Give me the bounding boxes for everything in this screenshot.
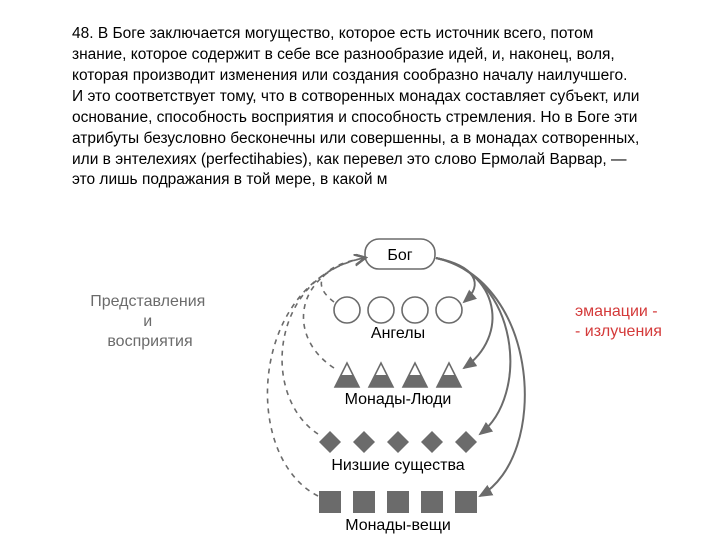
god-label: Бог [387,247,412,264]
lower-beings-row [319,431,477,453]
monad-things-row [319,491,477,513]
body-paragraph: 48. В Боге заключается могущество, котор… [72,24,642,191]
monads-people-row [335,363,461,387]
monad-things-label: Монады-вещи [345,517,451,534]
page: 48. В Боге заключается могущество, котор… [0,0,720,540]
monad-diagram: Бог Ангелы [80,236,640,532]
left-label: Представления и восприятия [90,293,210,350]
monads-people-label: Монады-Люди [345,391,452,408]
angels-row [334,297,462,323]
angels-label: Ангелы [371,325,425,342]
lower-beings-label: Низшие существа [331,457,464,474]
right-label: эманации - - излучения [575,303,662,340]
